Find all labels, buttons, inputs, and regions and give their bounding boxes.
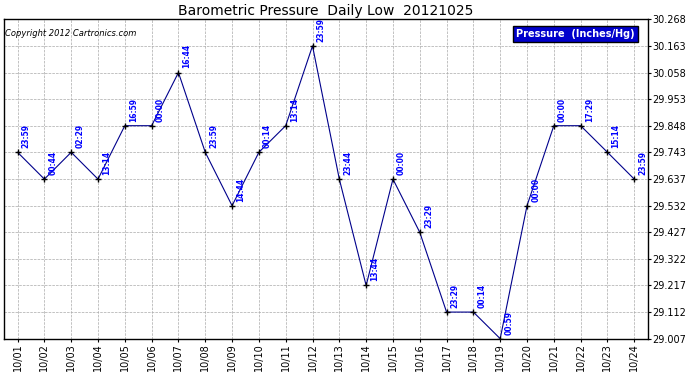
Text: Copyright 2012 Cartronics.com: Copyright 2012 Cartronics.com	[6, 29, 137, 38]
Text: Pressure  (Inches/Hg): Pressure (Inches/Hg)	[516, 29, 635, 39]
Text: 00:44: 00:44	[48, 151, 57, 175]
Text: 00:00: 00:00	[156, 98, 165, 122]
Text: 23:59: 23:59	[317, 18, 326, 42]
Text: 23:59: 23:59	[22, 124, 31, 148]
Text: 00:14: 00:14	[263, 124, 272, 148]
Text: 13:14: 13:14	[290, 98, 299, 122]
Text: 00:00: 00:00	[397, 151, 406, 175]
Text: 17:29: 17:29	[585, 97, 594, 122]
Text: 14:44: 14:44	[236, 177, 245, 201]
Text: 00:00: 00:00	[531, 177, 540, 201]
Text: 23:44: 23:44	[344, 151, 353, 175]
Text: 02:29: 02:29	[75, 124, 84, 148]
Text: 23:29: 23:29	[451, 284, 460, 308]
Text: 23:59: 23:59	[638, 151, 647, 175]
Text: 13:14: 13:14	[102, 151, 111, 175]
Text: 00:00: 00:00	[558, 98, 567, 122]
Text: 15:14: 15:14	[611, 124, 620, 148]
Text: 00:59: 00:59	[504, 310, 513, 334]
Text: 00:14: 00:14	[477, 284, 486, 308]
Text: 16:59: 16:59	[129, 98, 138, 122]
Title: Barometric Pressure  Daily Low  20121025: Barometric Pressure Daily Low 20121025	[178, 4, 473, 18]
Text: 16:44: 16:44	[183, 44, 192, 68]
Text: 23:29: 23:29	[424, 204, 433, 228]
Text: 13:44: 13:44	[371, 257, 380, 281]
Text: 23:59: 23:59	[210, 124, 219, 148]
